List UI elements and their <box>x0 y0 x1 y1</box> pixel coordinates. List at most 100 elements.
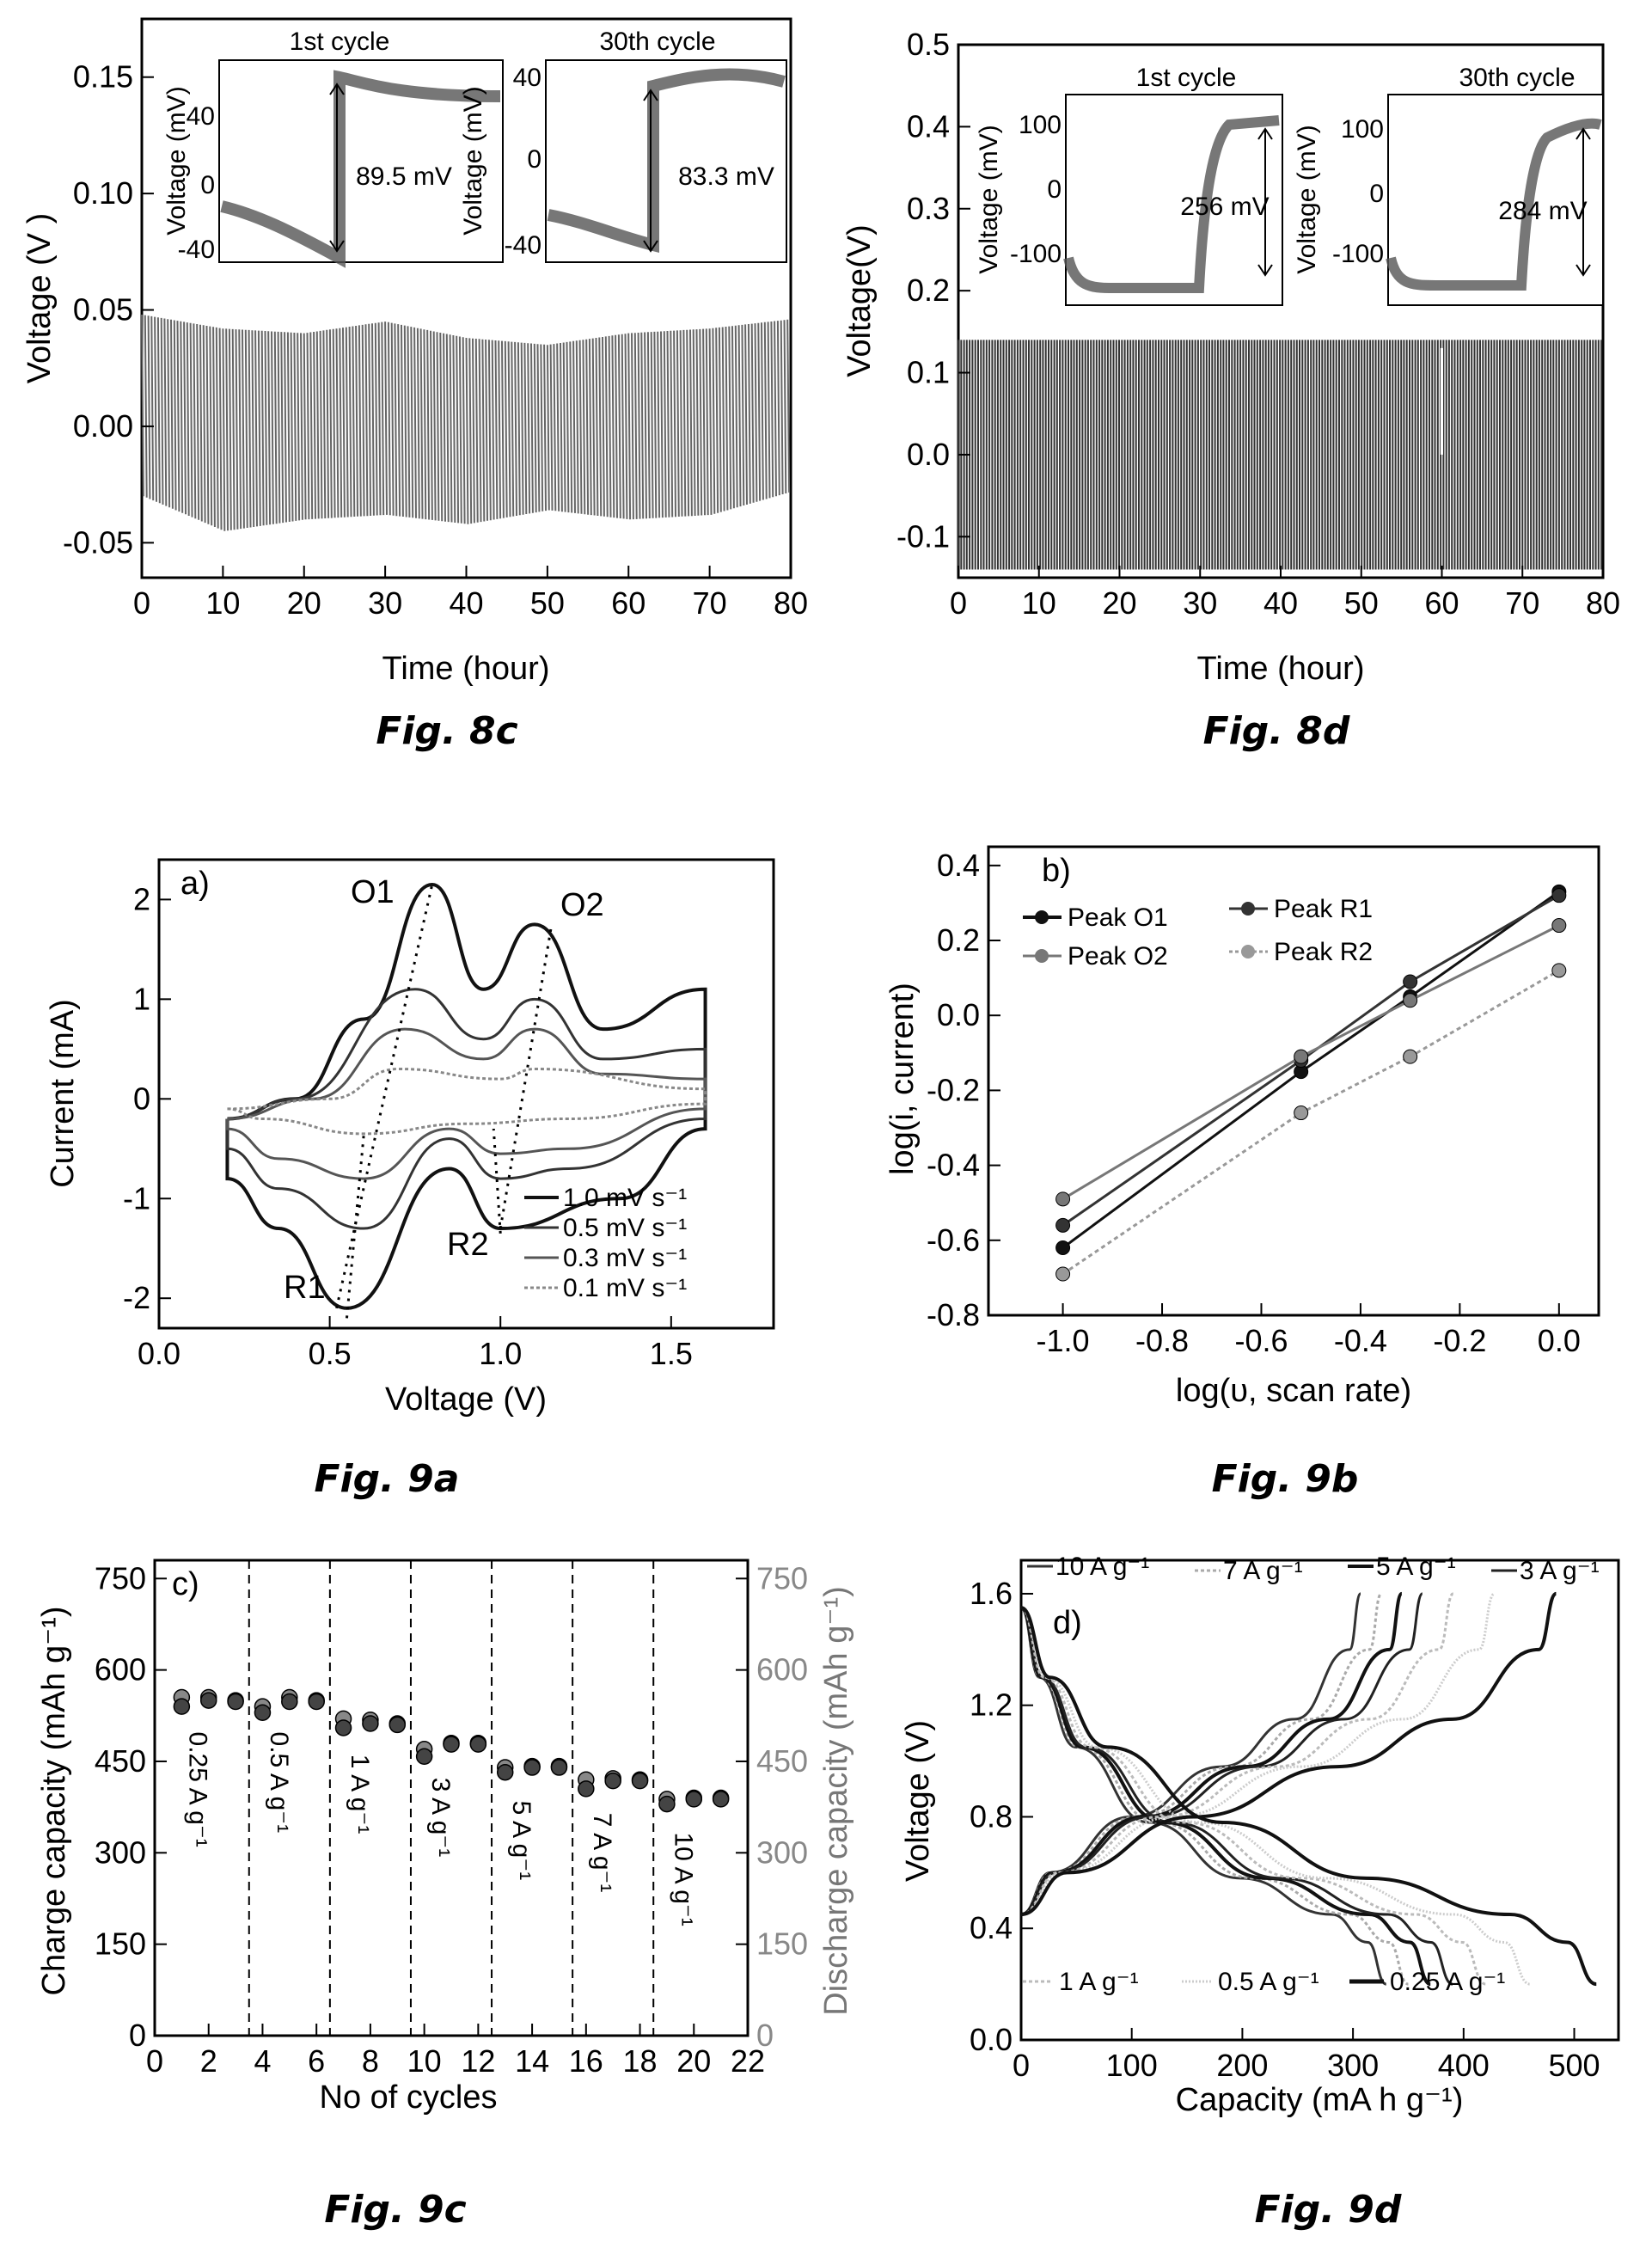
fig-9d: 0 100 200 300 400 500 0.0 0.4 0.8 1.2 1.6 d) 10 A … <box>900 1553 1620 2232</box>
data-point <box>1055 1191 1071 1207</box>
rate-label: 1 A g⁻¹ <box>346 1755 374 1834</box>
data-point <box>1055 1240 1071 1256</box>
fig-9a-plot-frame <box>157 858 775 1330</box>
inset-trace <box>547 68 786 253</box>
y-tick-label-right: 150 <box>756 1926 808 1962</box>
charge-curve <box>1020 1592 1424 1916</box>
y-tick-label: -1 <box>123 1180 150 1216</box>
x-tick-label: 10 <box>205 585 240 621</box>
inset-annotation: 89.5 mV <box>356 162 452 191</box>
inset-ytick: -40 <box>178 236 215 264</box>
y-tick-label: 0.4 <box>970 1910 1013 1945</box>
inset-annotation: 83.3 mV <box>678 162 774 191</box>
data-point <box>1055 1217 1071 1233</box>
inset-ylabel: Voltage (mV) <box>975 125 1003 273</box>
fig-9d-axes: 0 100 200 300 400 500 0.0 0.4 0.8 1.2 1.6 <box>970 1576 1600 2083</box>
inset-title: 30th cycle <box>1459 64 1575 92</box>
fig-9d-legend-bottom: 1 A g⁻¹ 0.5 A g⁻¹ 0.25 A g⁻¹ <box>1023 1968 1505 1996</box>
capacity-point <box>550 1759 568 1776</box>
fig-9d-panel-label: d) <box>1053 1605 1082 1641</box>
legend-marker <box>1241 945 1255 959</box>
fig-8c-caption: Fig. 8c <box>376 709 517 753</box>
x-tick-label: 80 <box>774 585 808 621</box>
capacity-point <box>199 1692 217 1709</box>
data-point <box>1551 963 1567 978</box>
y-tick-label: 0.4 <box>937 848 980 883</box>
fig-9a-axes: 0.0 0.5 1.0 1.5 -2 -1 0 1 2 <box>123 881 693 1371</box>
y-tick-label: 0.05 <box>73 292 133 328</box>
x-tick-label: 0 <box>1013 2048 1030 2083</box>
legend-label: 3 A g⁻¹ <box>1520 1557 1600 1585</box>
inset-annotation: 284 mV <box>1498 197 1587 225</box>
x-tick-label: 18 <box>623 2043 658 2079</box>
x-tick-label: 16 <box>569 2043 603 2079</box>
x-tick-label: 70 <box>1505 585 1539 621</box>
legend-label: Peak R2 <box>1274 938 1373 966</box>
x-tick-label: 50 <box>530 585 565 621</box>
fig-9a-legend: 1.0 mV s⁻¹ 0.5 mV s⁻¹ 0.3 mV s⁻¹ 0.1 mV … <box>524 1184 687 1302</box>
x-tick-label: 10 <box>1022 585 1056 621</box>
fig-9b-series <box>1055 884 1567 1282</box>
voltage-oscillation-trace <box>141 314 791 531</box>
legend-label: 1 A g⁻¹ <box>1059 1968 1139 1996</box>
legend-label: 0.5 A g⁻¹ <box>1218 1968 1319 1996</box>
discharge-curve <box>1020 1606 1387 1986</box>
discharge-curve <box>1020 1606 1597 1987</box>
inset-ytick: -100 <box>1332 240 1384 268</box>
x-tick-label: 40 <box>1263 585 1298 621</box>
fig-8d-ylabel: Voltage(V) <box>841 224 878 377</box>
x-tick-label: 500 <box>1548 2048 1600 2083</box>
x-tick-label: 20 <box>676 2043 711 2079</box>
fig-8d-inset-30th-cycle: 30th cycle 284 mV Voltage (mV) 100 0 -10… <box>1293 64 1604 306</box>
capacity-point <box>254 1704 272 1721</box>
y-tick-label: 0.2 <box>907 273 950 308</box>
x-tick-label: 20 <box>1102 585 1136 621</box>
capacity-point <box>631 1772 649 1790</box>
fig-9d-plot-frame <box>1019 1559 1620 2042</box>
y-tick-label: 0 <box>133 1081 150 1116</box>
rate-label: 0.5 A g⁻¹ <box>265 1732 293 1834</box>
inset-ytick: 100 <box>1019 111 1062 139</box>
inset-ylabel: Voltage (mV) <box>459 86 487 235</box>
x-tick-label: 14 <box>515 2043 549 2079</box>
fig-9c-capacity-points: 0.25 A g⁻¹ 0.5 A g⁻¹ 1 A g⁻¹ 3 A g⁻¹ 5 A g⁻¹… <box>173 1560 730 2036</box>
fig-9d-charge-discharge-curves <box>1019 1591 1597 1987</box>
fig-8c-inset-1st-cycle: 1st cycle 89.5 mV Voltage (mV) 40 0 -40 <box>162 28 504 268</box>
fig-9c-ylabel-right: Discharge capacity (mAh g⁻¹) <box>818 1586 854 2015</box>
fig-8c-voltage-band <box>141 314 791 531</box>
inset-ytick: 40 <box>513 64 541 92</box>
inset-trace <box>1063 115 1280 293</box>
inset-title: 1st cycle <box>1136 64 1237 92</box>
y-tick-label: 0.2 <box>937 922 980 958</box>
x-tick-label: 6 <box>308 2043 325 2079</box>
inset-arrow <box>1576 127 1591 277</box>
peak-shift-guide <box>492 1128 502 1234</box>
inset-ytick: 0 <box>1369 180 1384 208</box>
y-tick-label: 0.5 <box>907 27 950 62</box>
capacity-point <box>389 1716 407 1734</box>
x-tick-label: 70 <box>693 585 727 621</box>
x-tick-label: 8 <box>362 2043 379 2079</box>
inset-arrow <box>1257 127 1273 277</box>
x-tick-label: 0 <box>146 2043 163 2079</box>
x-tick-label: 0.0 <box>1538 1323 1581 1358</box>
legend-label: Peak O1 <box>1068 903 1168 932</box>
peak-label-O2: O2 <box>560 887 604 923</box>
legend-label: 7 A g⁻¹ <box>1223 1557 1303 1585</box>
fig-9b-legend: Peak O1 Peak R1 Peak O2 Peak R2 <box>1023 895 1373 971</box>
capacity-point <box>685 1791 703 1808</box>
fig-9a-caption: Fig. 9a <box>315 1457 460 1501</box>
cv-curve <box>225 988 707 1230</box>
capacity-point <box>415 1748 433 1766</box>
charge-curve <box>1020 1592 1496 1916</box>
y-tick-label: 0.4 <box>907 108 950 144</box>
data-point <box>1551 918 1567 934</box>
capacity-point <box>443 1736 460 1753</box>
fig-8c-xlabel: Time (hour) <box>382 651 550 687</box>
legend-label: 0.5 mV s⁻¹ <box>563 1214 687 1242</box>
data-point <box>1294 1106 1309 1121</box>
y-tick-label: 750 <box>95 1560 146 1595</box>
capacity-point <box>496 1763 514 1781</box>
y-tick-label: -2 <box>123 1280 150 1315</box>
legend-marker <box>1035 910 1049 924</box>
